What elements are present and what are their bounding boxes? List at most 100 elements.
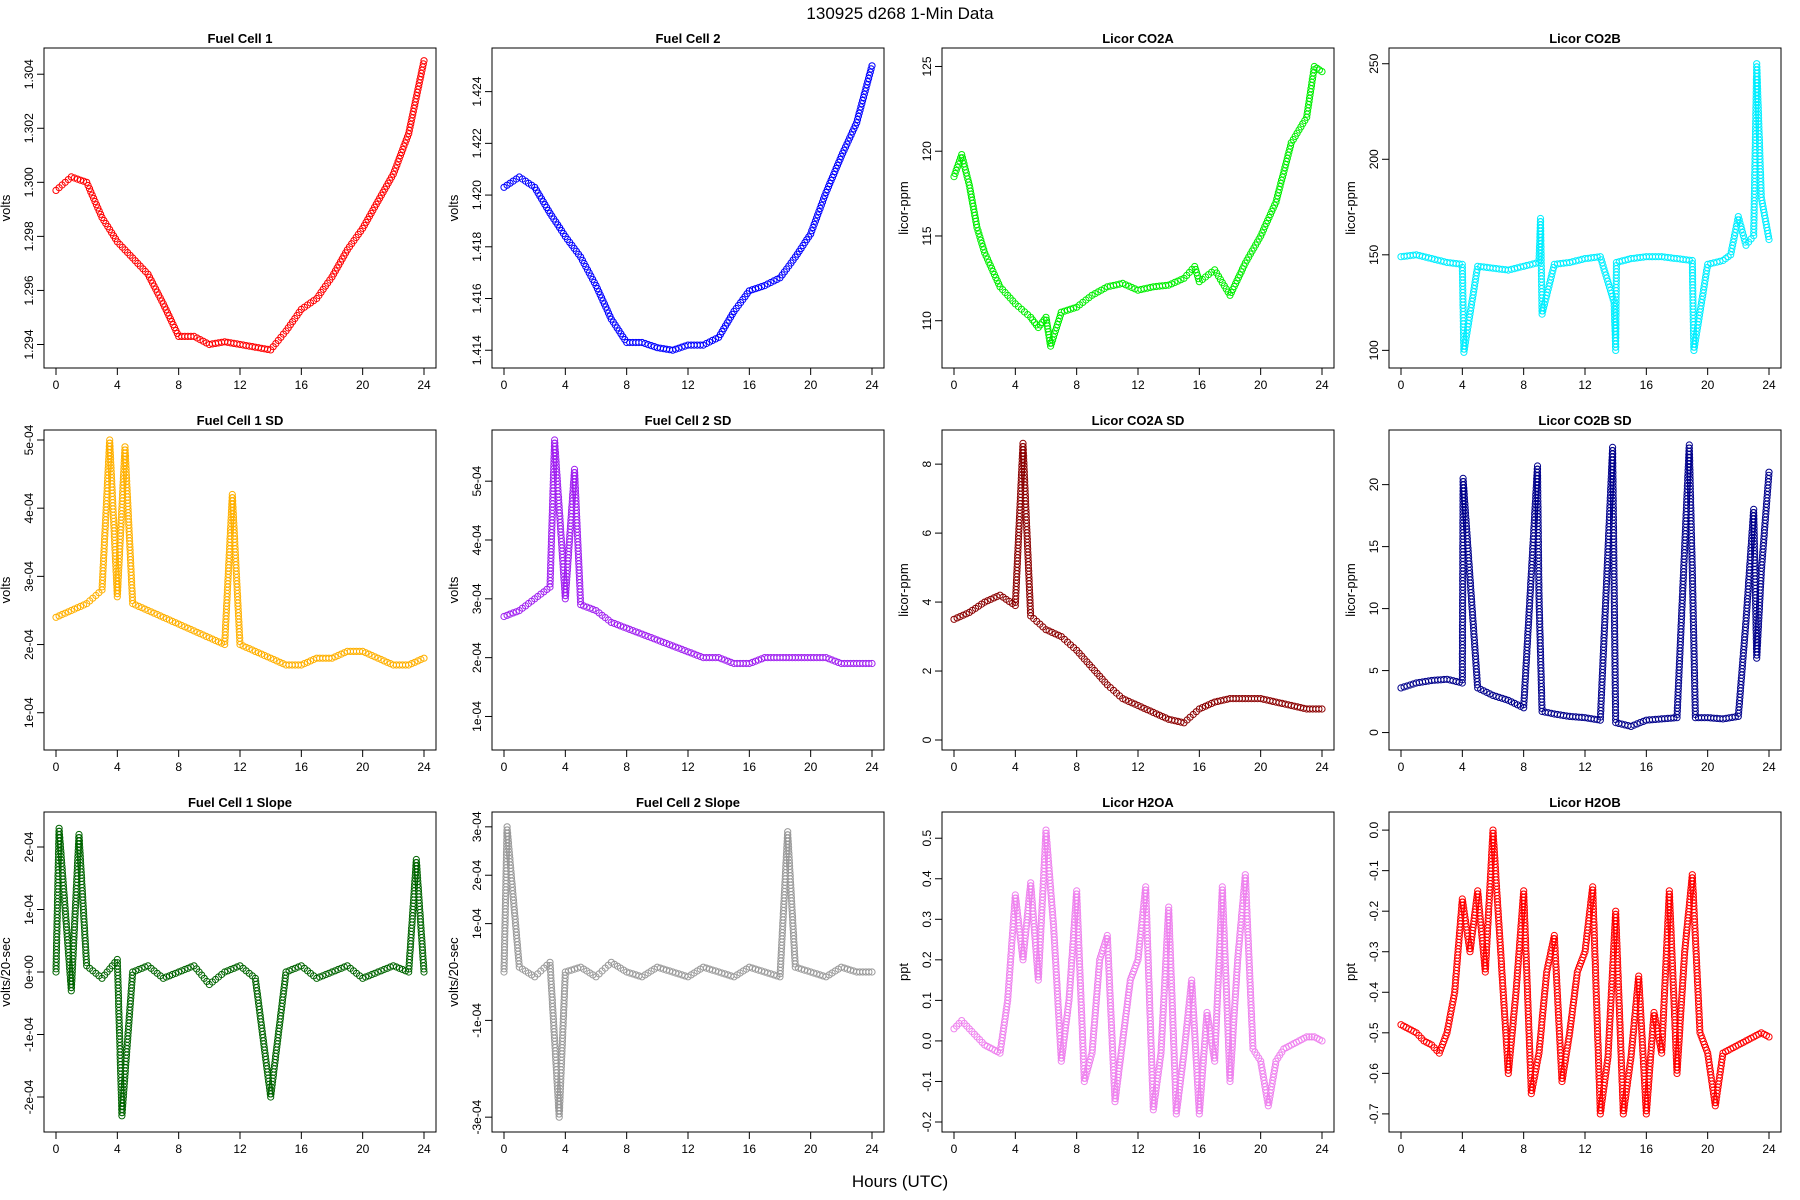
data-point — [1605, 280, 1613, 288]
data-point — [1636, 719, 1644, 727]
data-point — [95, 207, 103, 215]
data-point — [678, 343, 686, 351]
y-tick-label: 0 — [1367, 729, 1381, 736]
data-point — [561, 968, 569, 976]
data-point — [1498, 694, 1506, 702]
y-tick-label: 125 — [920, 56, 934, 76]
panel-title: Fuel Cell 2 Slope — [636, 795, 740, 810]
x-tick-label: 8 — [623, 760, 630, 774]
data-point — [754, 656, 763, 664]
data-point — [420, 965, 428, 973]
data-point — [977, 236, 985, 244]
data-point — [718, 655, 726, 663]
data-point — [282, 968, 290, 976]
x-tick-label: 12 — [1131, 378, 1145, 392]
data-point — [1177, 718, 1185, 726]
data-point — [626, 625, 634, 634]
data-point — [1049, 336, 1057, 344]
x-tick-label: 0 — [951, 760, 958, 774]
x-tick-label: 16 — [743, 1142, 757, 1156]
panel-title: Fuel Cell 1 Slope — [188, 795, 292, 810]
data-point — [867, 65, 875, 73]
data-point — [91, 197, 99, 206]
x-tick-label: 20 — [1254, 378, 1268, 392]
data-series — [500, 436, 876, 668]
data-point — [666, 967, 674, 975]
data-point — [73, 175, 82, 183]
x-tick-label: 0 — [951, 378, 958, 392]
y-tick-label: 1e-04 — [470, 701, 484, 732]
y-tick-label: 110 — [920, 311, 934, 330]
x-tick-label: 12 — [233, 1142, 247, 1156]
data-point — [1318, 705, 1326, 713]
data-point — [1048, 339, 1056, 347]
y-tick-label: 0e+00 — [22, 955, 36, 989]
data-point — [580, 602, 588, 610]
data-point — [1736, 219, 1744, 227]
y-tick-label: 1.304 — [22, 59, 36, 89]
data-point — [1315, 705, 1323, 713]
data-point — [868, 659, 876, 668]
data-point — [840, 964, 849, 972]
data-point — [1063, 306, 1072, 314]
y-tick-label: -0.1 — [920, 1071, 934, 1092]
data-point — [810, 220, 818, 228]
y-tick-label: 0.0 — [920, 1032, 934, 1049]
y-tick-label: 1.424 — [470, 76, 484, 106]
data-point — [662, 639, 671, 648]
y-tick-label: 8 — [920, 460, 934, 467]
data-point — [975, 230, 983, 238]
data-point — [1056, 311, 1065, 319]
data-point — [675, 644, 683, 652]
data-point — [816, 204, 824, 212]
y-tick-label: 1e-04 — [470, 908, 484, 939]
data-point — [607, 618, 615, 627]
data-point — [1060, 307, 1069, 315]
data-point — [390, 167, 399, 175]
panel-title: Licor CO2A SD — [1092, 413, 1185, 428]
data-point — [745, 287, 753, 295]
data-point — [616, 622, 625, 630]
x-tick-label: 24 — [417, 760, 431, 774]
data-series — [950, 62, 1326, 350]
data-point — [635, 629, 643, 637]
data-point — [1739, 232, 1748, 240]
data-point — [1703, 264, 1711, 272]
data-point — [67, 173, 75, 181]
x-tick-label: 0 — [951, 1142, 958, 1156]
x-tick-label: 8 — [175, 1142, 182, 1156]
data-point — [702, 964, 711, 972]
data-point — [1501, 695, 1509, 703]
data-series — [950, 826, 1326, 1118]
x-tick-label: 20 — [804, 760, 818, 774]
x-tick-label: 0 — [1398, 378, 1405, 392]
data-point — [857, 103, 865, 111]
data-point — [754, 284, 763, 292]
x-tick-label: 12 — [1578, 760, 1592, 774]
data-point — [659, 638, 668, 647]
x-tick-label: 16 — [743, 760, 757, 774]
x-tick-label: 0 — [501, 378, 508, 392]
data-point — [567, 966, 576, 974]
data-point — [1066, 305, 1075, 313]
data-point — [1765, 468, 1773, 476]
x-tick-label: 0 — [501, 760, 508, 774]
data-point — [978, 239, 986, 247]
data-point — [1734, 213, 1742, 221]
data-point — [168, 970, 177, 979]
data-point — [672, 969, 680, 977]
x-tick-label: 16 — [743, 378, 757, 392]
data-point — [866, 68, 874, 76]
data-point — [831, 657, 839, 665]
data-point — [399, 145, 407, 153]
data-point — [862, 84, 870, 92]
data-point — [684, 648, 692, 656]
data-point — [854, 112, 863, 120]
x-tick-label: 0 — [53, 1142, 60, 1156]
data-point — [656, 964, 665, 972]
data-point — [811, 217, 820, 225]
data-point — [974, 227, 982, 235]
